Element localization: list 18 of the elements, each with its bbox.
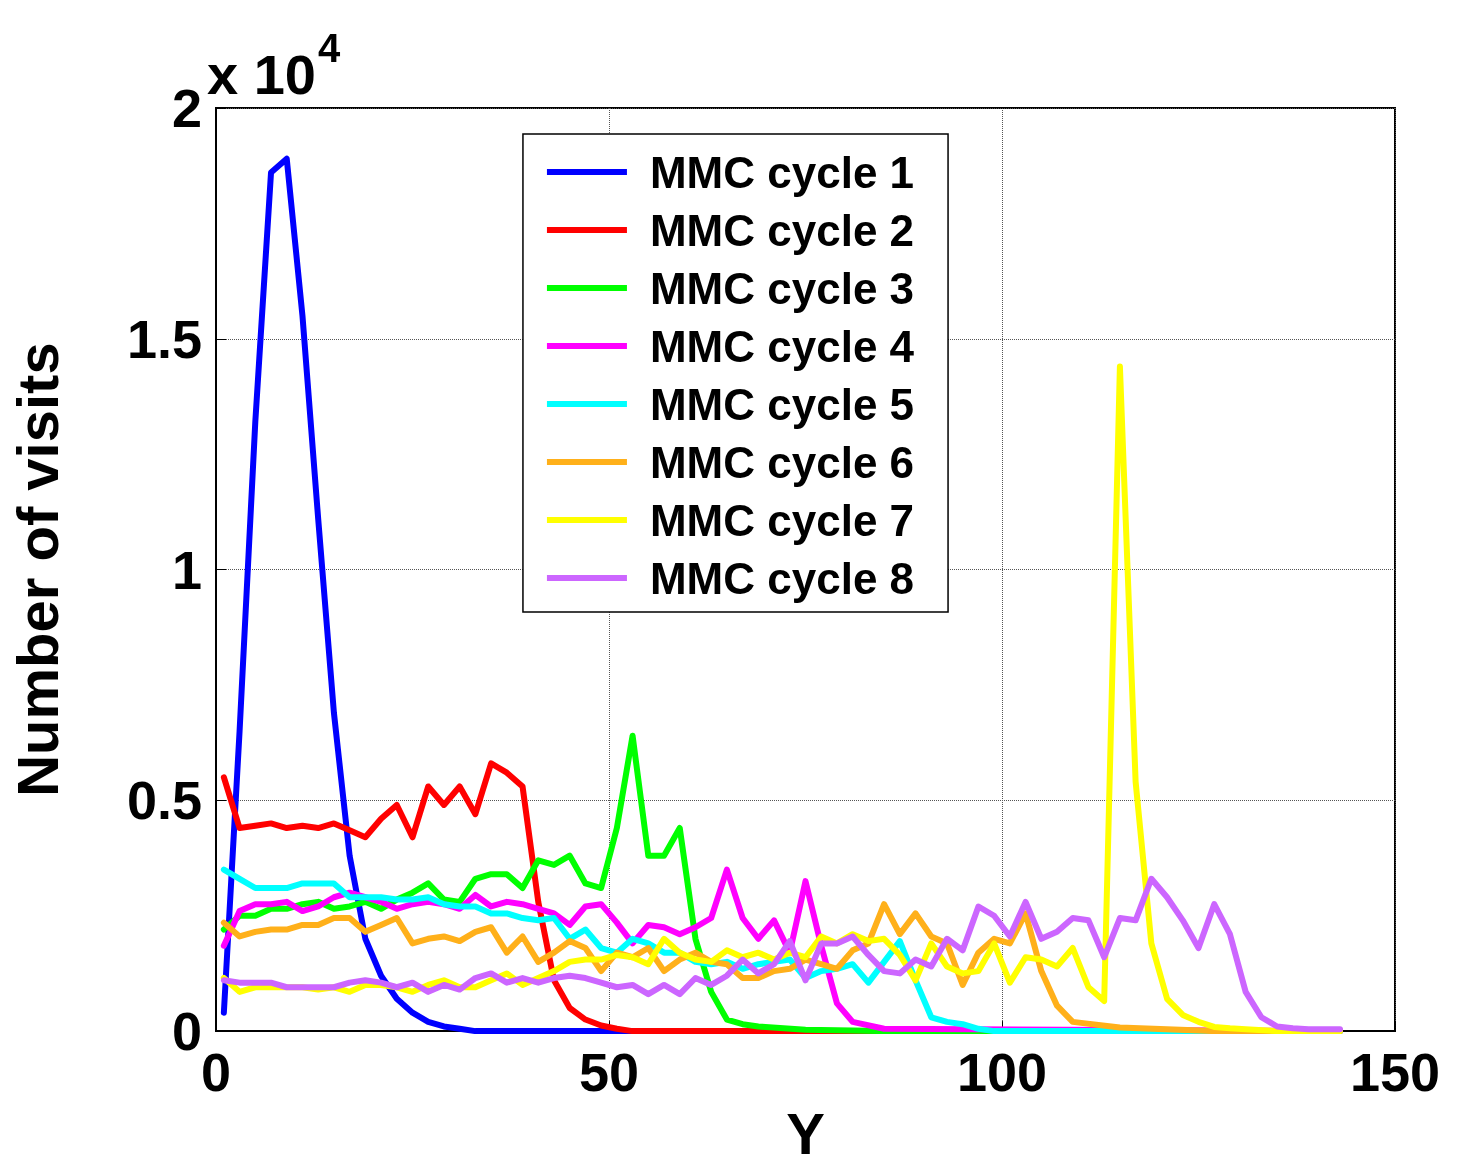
legend-label: MMC cycle 6 xyxy=(649,437,915,487)
legend-label: MMC cycle 8 xyxy=(649,553,915,603)
y-tick-label: 2 xyxy=(171,78,202,138)
legend-label: MMC cycle 2 xyxy=(649,205,915,255)
y-tick-label: 1.5 xyxy=(126,308,202,369)
legend-label: MMC cycle 1 xyxy=(649,147,915,197)
legend-label: MMC cycle 3 xyxy=(649,263,915,313)
y-tick-label: 0 xyxy=(171,1001,202,1062)
y-tick-label: 0.5 xyxy=(126,770,202,831)
y-axis-title: Number of visits xyxy=(4,342,70,797)
legend-label: MMC cycle 7 xyxy=(649,495,915,545)
x-tick-label: 100 xyxy=(956,1042,1048,1103)
legend-label: MMC cycle 4 xyxy=(649,321,915,371)
legend-label: MMC cycle 5 xyxy=(649,379,915,429)
y-tick-label: 1 xyxy=(171,539,202,600)
x-tick-label: 50 xyxy=(578,1042,640,1103)
x-axis-title: Y xyxy=(786,1100,825,1166)
x-tick-label: 150 xyxy=(1349,1042,1441,1103)
